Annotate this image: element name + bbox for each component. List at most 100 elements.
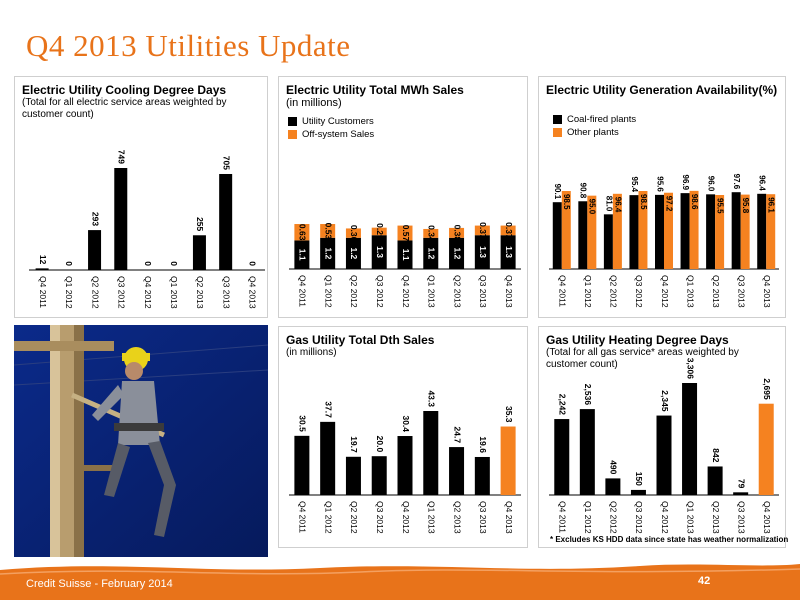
legend-swatch: [288, 130, 297, 139]
x-tick-label: Q3 2012: [634, 275, 644, 308]
bar: [320, 421, 336, 495]
data-label: 98.6: [690, 194, 699, 210]
mwh-panel: Electric Utility Total MWh Sales (in mil…: [278, 76, 528, 318]
bar: [638, 191, 648, 269]
cdd-panel: Electric Utility Cooling Degree Days (To…: [14, 76, 268, 318]
cdd-chart: Q4 2011 Q1 2012 Q2 2012 Q3 2012 Q4 2012 Q1 20…: [29, 150, 265, 309]
data-label: 1.3: [478, 246, 488, 258]
data-label: 30.4: [401, 415, 411, 432]
data-label: 96.0: [707, 176, 716, 192]
bar: [707, 466, 723, 495]
data-label: 0: [169, 261, 179, 266]
mwh-chart: Q4 2011 Q1 2012 Q2 2012 Q3 2012 Q4 2012 Q1 20…: [289, 222, 521, 308]
bar: [758, 403, 774, 495]
x-tick-label: Q2 2012: [609, 501, 619, 534]
data-label: 98.5: [639, 194, 648, 210]
bar-segment: [500, 225, 516, 236]
x-tick-label: Q1 2013: [685, 275, 695, 308]
bar: [682, 383, 698, 495]
x-tick-label: Q3 2013: [478, 501, 488, 534]
bar: [757, 193, 767, 269]
bar: [554, 419, 570, 495]
data-label: 0.53: [323, 223, 333, 240]
x-tick-label: Q4 2013: [762, 275, 772, 308]
bar: [629, 195, 639, 269]
data-label: 255: [195, 217, 205, 231]
data-label: 2,345: [660, 390, 670, 412]
dth-panel: Gas Utility Total Dth Sales (in millions…: [278, 326, 528, 548]
bar-segment: [320, 237, 336, 269]
bar: [603, 214, 613, 269]
data-label: 0.38: [452, 225, 462, 242]
data-label: 81.0: [604, 196, 613, 212]
legend-label: Off-system Sales: [302, 129, 375, 140]
x-tick-label: Q4 2013: [504, 501, 514, 534]
bar-segment: [371, 227, 387, 236]
bar: [294, 435, 310, 495]
dth-chart: Q4 2011 Q1 2012 Q2 2012 Q3 2012 Q4 2012 Q1 20…: [289, 390, 521, 534]
bar-segment: [474, 225, 490, 236]
mwh-legend: Utility Customers Off-system Sales: [288, 115, 374, 141]
x-tick-label: Q4 2011: [298, 275, 308, 307]
data-label: 1.3: [504, 246, 514, 258]
bar: [397, 436, 413, 495]
data-label: 293: [90, 212, 100, 226]
x-tick-label: Q4 2012: [660, 275, 670, 308]
data-label: 1.2: [452, 247, 462, 259]
x-tick-label: Q3 2013: [736, 275, 746, 308]
data-label: 842: [711, 448, 721, 462]
hdd-panel: Gas Utility Heating Degree Days (Total f…: [538, 326, 786, 548]
lineman-photo: [14, 325, 268, 557]
mwh-legend-item-utility: Utility Customers: [288, 115, 374, 128]
legend-label: Utility Customers: [302, 116, 374, 127]
x-tick-label: Q4 2011: [298, 501, 308, 533]
data-label: 30.5: [298, 415, 308, 432]
data-label: 79: [736, 479, 746, 489]
data-label: 95.8: [741, 198, 750, 214]
x-tick-label: Q1 2012: [323, 501, 333, 534]
footer-band: [0, 564, 800, 600]
dth-title: Gas Utility Total Dth Sales: [286, 333, 435, 347]
bar: [219, 173, 233, 270]
x-tick-label: Q3 2012: [634, 501, 644, 534]
bar: [715, 195, 725, 269]
mwh-title: Electric Utility Total MWh Sales: [286, 83, 464, 97]
x-tick-label: Q3 2012: [117, 276, 127, 309]
gen-legend-item-other: Other plants: [553, 126, 636, 139]
data-label: 0: [64, 261, 74, 266]
bar: [766, 194, 776, 269]
bar: [371, 456, 387, 495]
data-label: 2,242: [558, 394, 568, 416]
data-label: 3,306: [685, 358, 695, 380]
x-tick-label: Q3 2013: [736, 501, 746, 534]
x-tick-label: Q4 2011: [558, 501, 568, 533]
bar-segment: [397, 225, 413, 241]
data-label: 95.6: [655, 176, 664, 192]
gen-legend-item-coal: Coal-fired plants: [553, 113, 636, 126]
data-label: 705: [221, 156, 231, 170]
data-label: 0.34: [427, 225, 437, 242]
data-label: 96.4: [613, 197, 622, 213]
bar: [605, 478, 621, 495]
data-label: 2,536: [583, 384, 593, 406]
data-label: 95.0: [588, 199, 597, 215]
data-label: 90.1: [553, 184, 562, 200]
bar-segment: [345, 237, 361, 269]
data-label: 96.4: [758, 175, 767, 191]
x-tick-label: Q1 2013: [427, 275, 437, 308]
data-label: 0: [143, 261, 153, 266]
x-tick-label: Q2 2012: [349, 501, 359, 534]
data-label: 0.57: [401, 225, 411, 242]
data-label: 0.63: [298, 224, 308, 241]
x-tick-label: Q4 2012: [401, 501, 411, 534]
bar: [192, 235, 206, 270]
gen-legend: Coal-fired plants Other plants: [553, 113, 636, 139]
x-tick-label: Q4 2012: [660, 501, 670, 534]
bar-segment: [294, 240, 310, 269]
data-label: 96.1: [767, 197, 776, 213]
hdd-title: Gas Utility Heating Degree Days: [546, 333, 729, 347]
data-label: 749: [117, 150, 127, 164]
data-label: 2,695: [762, 378, 772, 400]
bar: [740, 194, 750, 269]
bar: [612, 193, 622, 269]
